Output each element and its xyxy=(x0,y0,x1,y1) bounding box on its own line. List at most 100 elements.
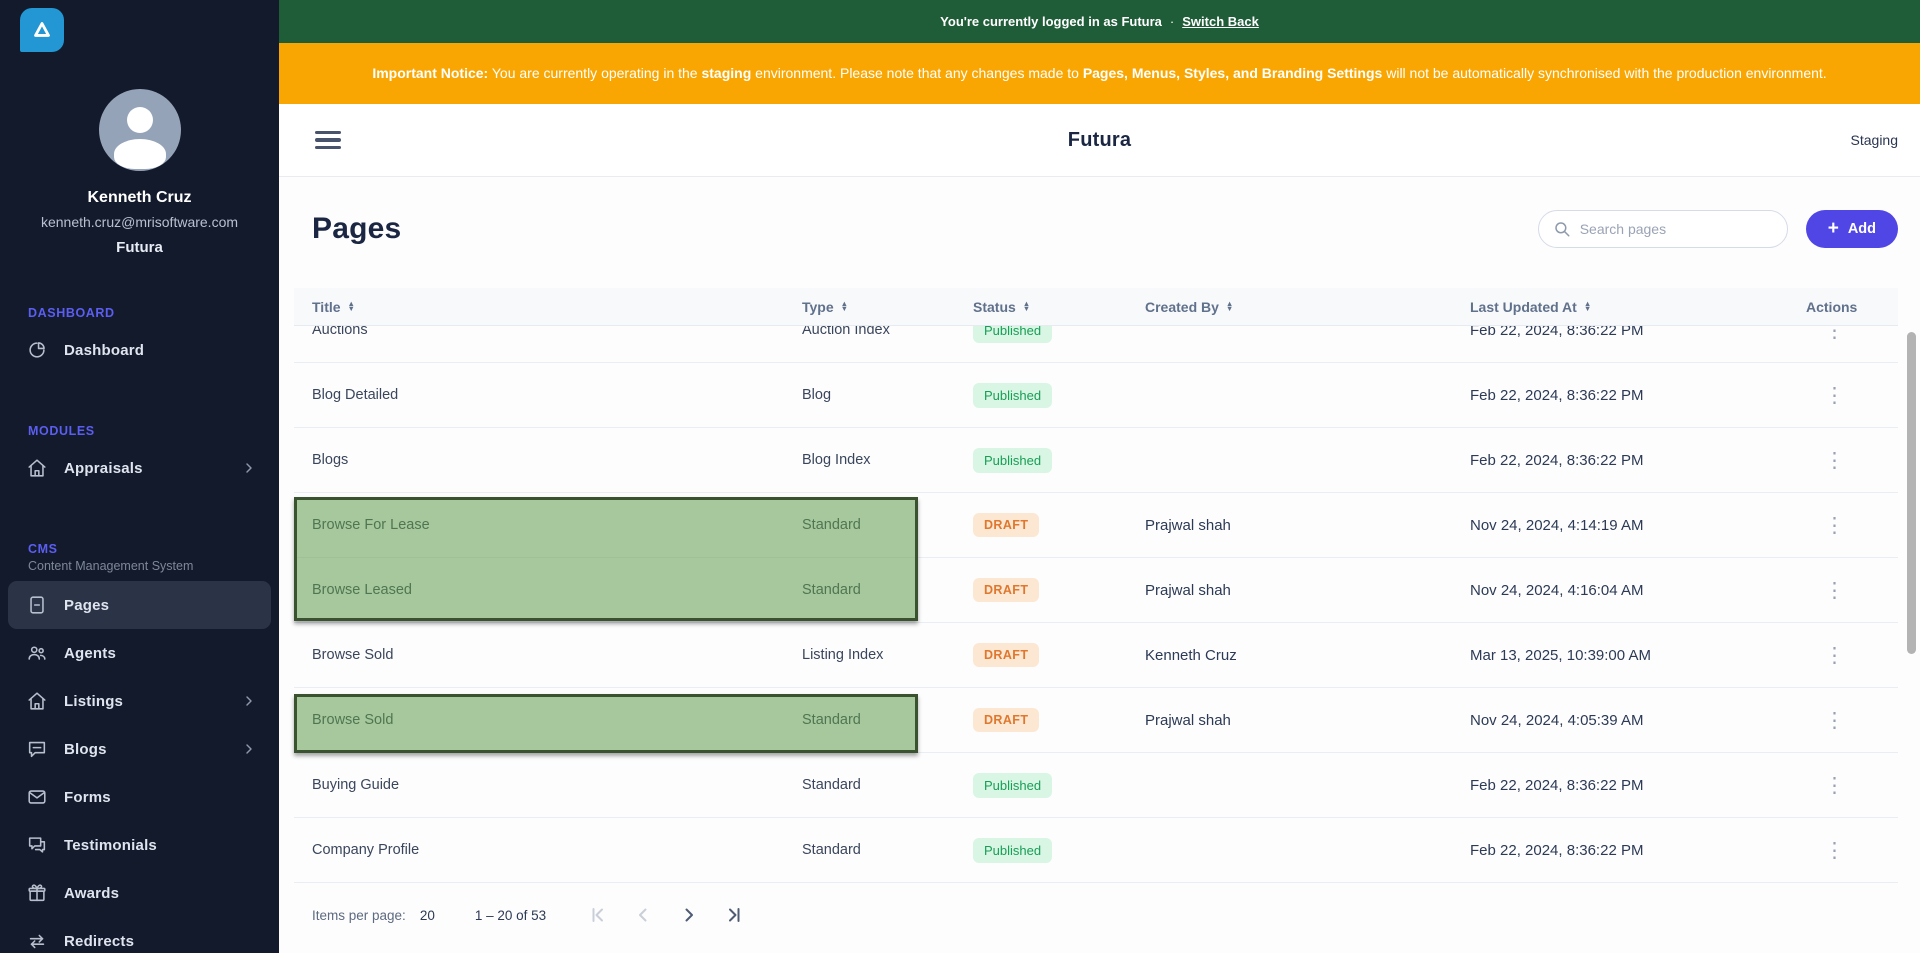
table-row[interactable]: Blog Detailed Blog Published Feb 22, 202… xyxy=(294,363,1898,428)
switch-back-link[interactable]: Switch Back xyxy=(1182,14,1259,29)
table-row-highlighted[interactable]: Browse For Lease Standard DRAFT Prajwal … xyxy=(294,493,1898,558)
plus-icon: + xyxy=(1827,217,1839,239)
search-input[interactable] xyxy=(1579,221,1773,237)
comment-icon xyxy=(28,741,46,758)
updated-at-cell: Mar 13, 2025, 10:39:00 AM xyxy=(1470,646,1651,664)
sidebar-item-testimonials[interactable]: Testimonials xyxy=(8,821,271,869)
table-row[interactable]: Company Profile Standard Published Feb 2… xyxy=(294,818,1898,883)
top-header: Futura Staging xyxy=(279,104,1920,177)
kebab-menu-icon[interactable]: ⋮ xyxy=(1824,708,1845,732)
gift-icon xyxy=(28,884,46,902)
chevron-right-icon xyxy=(246,463,252,473)
kebab-menu-icon[interactable]: ⋮ xyxy=(1824,838,1845,862)
last-page-button[interactable] xyxy=(718,898,752,932)
kebab-menu-icon[interactable]: ⋮ xyxy=(1824,513,1845,537)
pages-table: Title ▲ ▼ Type ▲ ▼ Status ▲ ▼ Created By ▲ ▼ Las… xyxy=(294,288,1898,883)
sort-icon: ▲ ▼ xyxy=(347,299,355,313)
sidebar-item-listings[interactable]: Listings xyxy=(8,677,271,725)
created-by-cell: Prajwal shah xyxy=(1145,581,1231,599)
created-by-cell: Prajwal shah xyxy=(1145,516,1231,534)
page-title-cell: Browse Sold xyxy=(312,647,394,663)
sidebar-item-blogs[interactable]: Blogs xyxy=(8,725,271,773)
updated-at-cell: Nov 24, 2024, 4:14:19 AM xyxy=(1470,516,1644,534)
add-button-label: Add xyxy=(1847,221,1876,237)
search-box[interactable] xyxy=(1537,210,1788,248)
table-row-highlighted[interactable]: Browse Sold Standard DRAFT Prajwal shah … xyxy=(294,688,1898,753)
sidebar-item-awards[interactable]: Awards xyxy=(8,869,271,917)
column-header-last-updated[interactable]: Last Updated At ▲ ▼ xyxy=(1470,298,1592,315)
notice-text: will not be automatically synchronised w… xyxy=(1382,65,1827,82)
kebab-menu-icon[interactable]: ⋮ xyxy=(1824,383,1845,407)
sidebar-item-appraisals[interactable]: Appraisals xyxy=(8,444,271,492)
pagination-range: 1 – 20 of 53 xyxy=(474,907,547,923)
column-header-status[interactable]: Status ▲ ▼ xyxy=(973,298,1031,315)
chevron-right-icon xyxy=(246,744,252,754)
staging-notice-banner: Important Notice: You are currently oper… xyxy=(279,43,1920,104)
pagination-bar: Items per page: 20 1 – 20 of 53 xyxy=(279,883,1920,947)
page-title: Pages xyxy=(312,212,402,245)
sort-icon: ▲ ▼ xyxy=(1225,299,1234,313)
column-header-created-by[interactable]: Created By ▲ ▼ xyxy=(1145,298,1234,315)
status-badge: DRAFT xyxy=(973,643,1040,667)
people-icon xyxy=(28,646,46,660)
sidebar-item-redirects[interactable]: Redirects xyxy=(8,917,271,953)
table-row[interactable]: Browse Sold Listing Index DRAFT Kenneth … xyxy=(294,623,1898,688)
sidebar-item-dashboard[interactable]: Dashboard xyxy=(8,326,271,374)
column-header-type[interactable]: Type ▲ ▼ xyxy=(802,298,849,315)
previous-page-button[interactable] xyxy=(626,898,660,932)
page-type-cell: Blog Index xyxy=(802,452,871,468)
kebab-menu-icon[interactable]: ⋮ xyxy=(1824,448,1845,472)
items-per-page-select[interactable]: 20 xyxy=(419,907,435,923)
updated-at-cell: Feb 22, 2024, 8:36:22 PM xyxy=(1470,451,1644,469)
section-sublabel-cms: Content Management System xyxy=(28,559,194,573)
page-type-cell: Standard xyxy=(802,712,861,728)
app-title: Futura xyxy=(1067,128,1132,151)
table-header: Title ▲ ▼ Type ▲ ▼ Status ▲ ▼ Created By ▲ ▼ Las… xyxy=(294,288,1898,326)
chevron-right-icon xyxy=(246,696,252,706)
hamburger-menu-icon[interactable] xyxy=(315,130,341,150)
page-title-cell: Blogs xyxy=(312,452,349,468)
kebab-menu-icon[interactable]: ⋮ xyxy=(1824,643,1845,667)
page-title-cell: Company Profile xyxy=(312,842,420,858)
home-icon xyxy=(28,459,46,477)
main-area: You're currently logged in as Futura · S… xyxy=(279,0,1920,953)
kebab-menu-icon[interactable]: ⋮ xyxy=(1824,578,1845,602)
notice-prefix: Important Notice: xyxy=(372,65,489,82)
table-row-highlighted[interactable]: Browse Leased Standard DRAFT Prajwal sha… xyxy=(294,558,1898,623)
first-page-button[interactable] xyxy=(580,898,614,932)
redirect-arrows-icon xyxy=(29,934,45,949)
user-name: Kenneth Cruz xyxy=(87,189,192,206)
page-title-cell: Browse For Lease xyxy=(312,517,430,533)
search-icon xyxy=(1554,222,1570,237)
page-type-cell: Blog xyxy=(802,387,832,403)
notice-text: environment. Please note that any change… xyxy=(751,65,1083,82)
next-page-button[interactable] xyxy=(672,898,706,932)
status-badge: Published xyxy=(973,837,1053,863)
sort-icon: ▲ ▼ xyxy=(1583,299,1592,313)
app-logo-icon[interactable] xyxy=(20,8,64,52)
table-row[interactable]: Buying Guide Standard Published Feb 22, … xyxy=(294,753,1898,818)
chat-bubbles-icon xyxy=(28,837,46,853)
sidebar-item-forms[interactable]: Forms xyxy=(8,773,271,821)
column-header-title[interactable]: Title ▲ ▼ xyxy=(312,298,355,315)
notice-settings: Pages, Menus, Styles, and Branding Setti… xyxy=(1082,65,1383,82)
page-type-cell: Standard xyxy=(802,842,861,858)
section-label-dashboard: DASHBOARD xyxy=(28,306,115,320)
page-title-cell: Buying Guide xyxy=(312,777,400,793)
section-label-modules: MODULES xyxy=(28,424,95,438)
table-row[interactable]: Blogs Blog Index Published Feb 22, 2024,… xyxy=(294,428,1898,493)
home-icon xyxy=(28,692,46,710)
page-type-cell: Listing Index xyxy=(802,647,884,663)
sort-icon: ▲ ▼ xyxy=(1022,299,1031,313)
created-by-cell: Kenneth Cruz xyxy=(1145,646,1237,664)
kebab-menu-icon[interactable]: ⋮ xyxy=(1824,773,1845,797)
updated-at-cell: Nov 24, 2024, 4:16:04 AM xyxy=(1470,581,1644,599)
scrollbar-thumb[interactable] xyxy=(1907,332,1916,654)
sidebar-item-agents[interactable]: Agents xyxy=(8,629,271,677)
sidebar-item-pages[interactable]: Pages xyxy=(8,581,271,629)
environment-label: Staging xyxy=(1850,132,1898,148)
page-type-cell: Standard xyxy=(802,582,861,598)
document-icon xyxy=(30,596,44,614)
add-button[interactable]: + Add xyxy=(1805,210,1898,248)
created-by-cell: Prajwal shah xyxy=(1145,711,1231,729)
